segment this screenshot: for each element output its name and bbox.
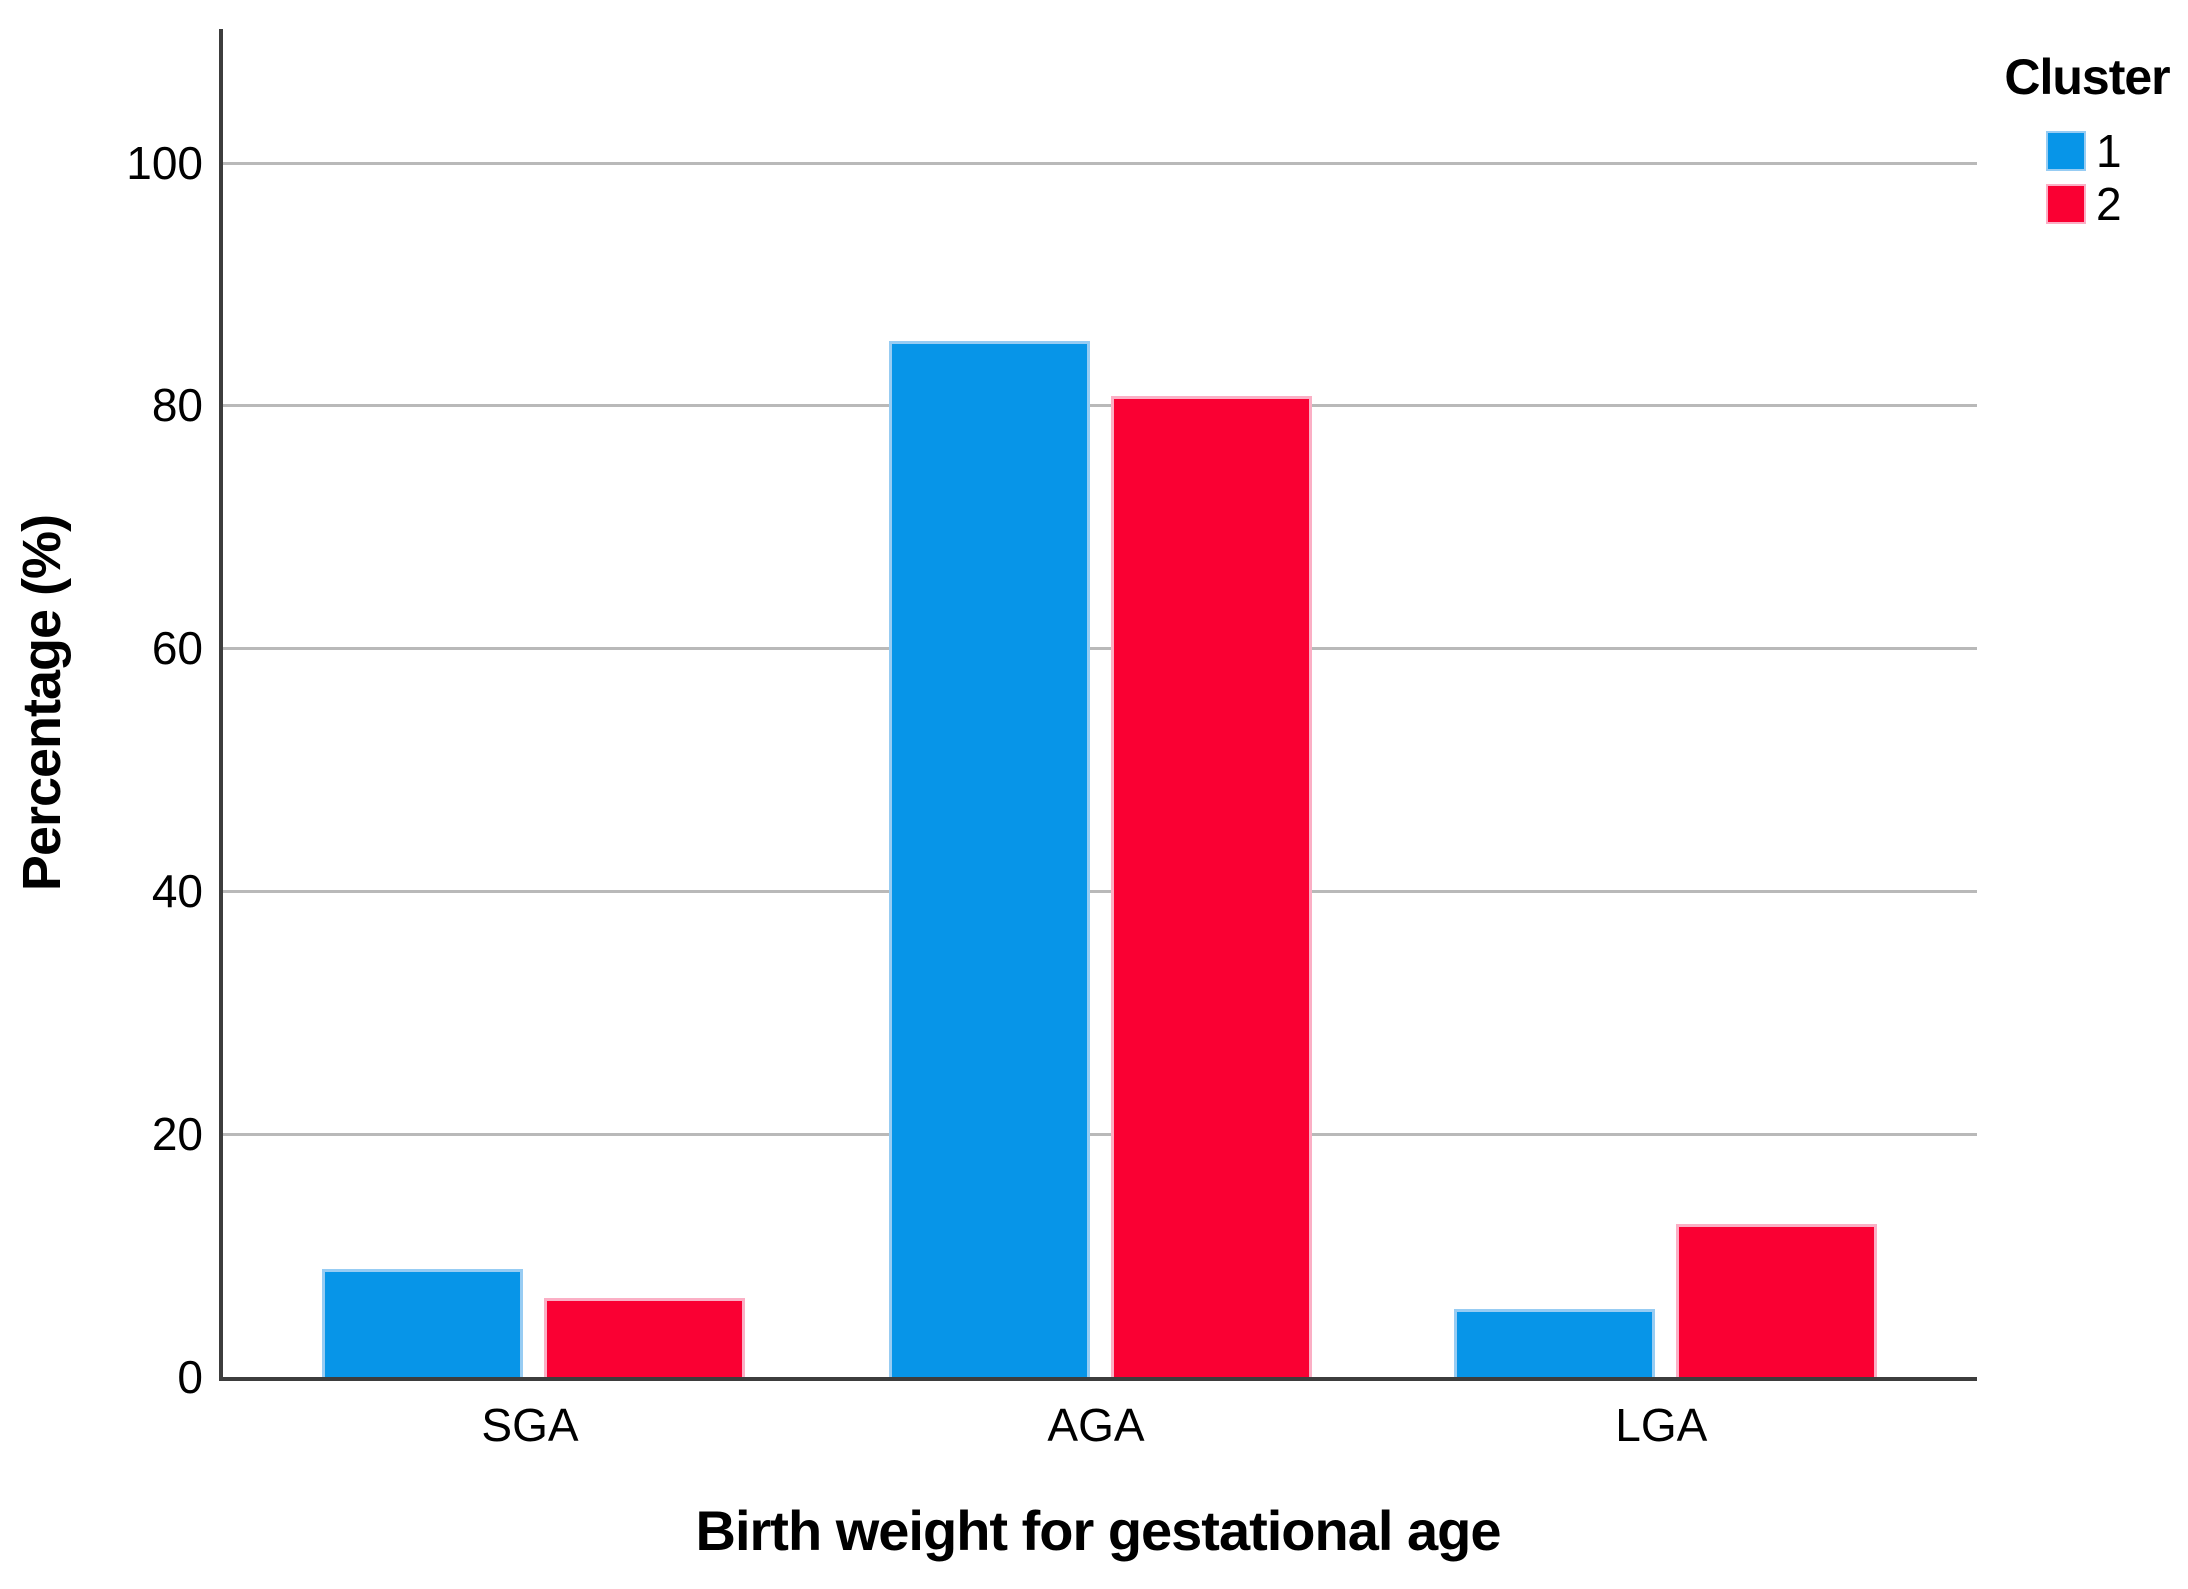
gridline-40	[223, 890, 1977, 894]
bar-sga-cluster1	[322, 1269, 524, 1377]
y-axis-title: Percentage (%)	[12, 514, 72, 892]
x-category-label-lga: LGA	[1615, 1399, 1708, 1451]
bar-aga-cluster1	[888, 341, 1090, 1377]
legend-label-cluster2: 2	[2096, 178, 2122, 230]
gridline-100	[223, 161, 1977, 165]
y-tick-label-40: 40	[151, 865, 203, 918]
legend-item-cluster2: 2	[2046, 181, 2122, 227]
gridline-60	[223, 647, 1977, 651]
y-tick-label-0: 0	[177, 1351, 203, 1403]
plot-area	[219, 29, 1977, 1381]
legend-label-cluster1: 1	[2096, 125, 2122, 177]
bar-lga-cluster2	[1675, 1224, 1877, 1377]
x-axis-title: Birth weight for gestational age	[695, 1499, 1502, 1562]
bar-lga-cluster1	[1453, 1309, 1655, 1377]
gridline-20	[223, 1133, 1977, 1137]
bar-sga-cluster2	[544, 1298, 746, 1377]
x-category-label-aga: AGA	[1047, 1399, 1145, 1451]
y-tick-label-80: 80	[151, 379, 203, 432]
legend-item-cluster1: 1	[2046, 128, 2122, 174]
y-tick-label-60: 60	[151, 622, 203, 675]
x-category-label-sga: SGA	[481, 1399, 579, 1451]
legend-title: Cluster	[2004, 49, 2170, 105]
legend-swatch-cluster1	[2046, 131, 2086, 171]
legend-swatch-cluster2	[2046, 184, 2086, 224]
gridline-80	[223, 404, 1977, 408]
y-tick-label-100: 100	[126, 136, 203, 189]
y-tick-label-20: 20	[151, 1108, 203, 1161]
bar-aga-cluster2	[1110, 396, 1312, 1377]
